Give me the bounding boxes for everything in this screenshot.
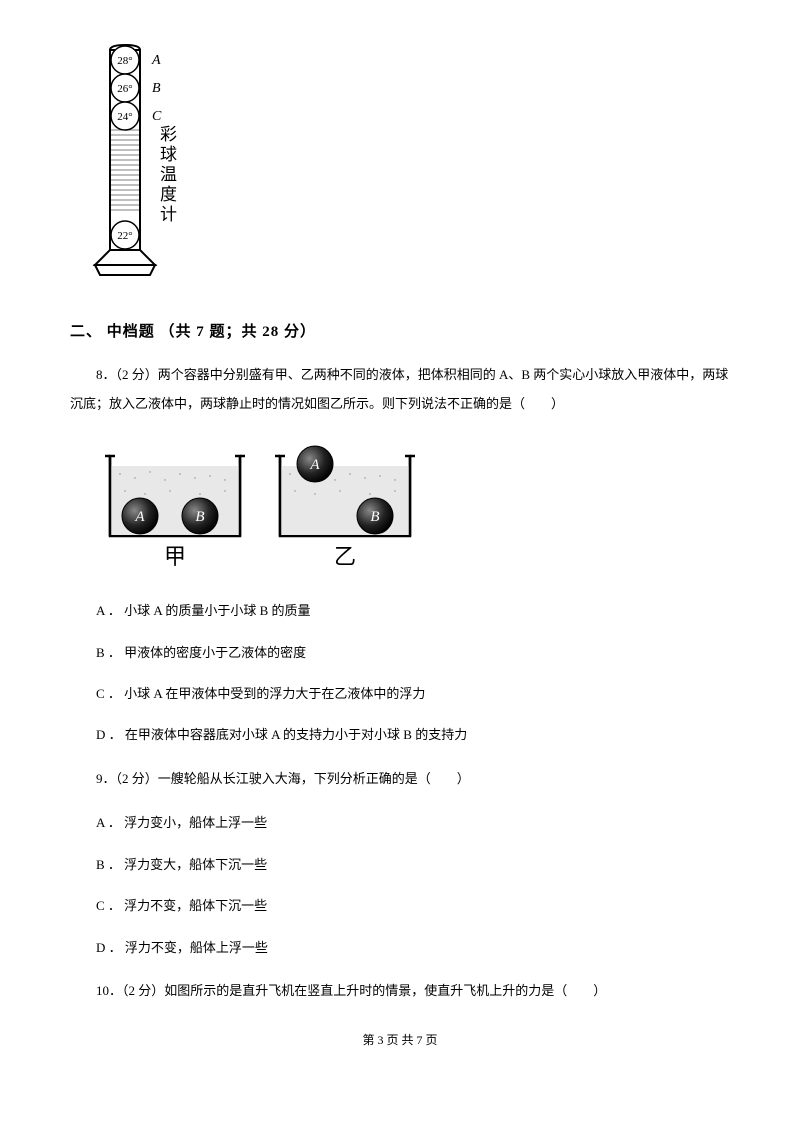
question-10-text: 10．（2 分）如图所示的是直升飞机在竖直上升时的情景，使直升飞机上升的力是（ … — [70, 977, 730, 1006]
svg-text:B: B — [195, 509, 204, 525]
section-header: 二、 中档题 （共 7 题；共 28 分） — [70, 320, 730, 341]
q9-option-c: C ． 浮力不变，船体下沉一些 — [70, 894, 730, 917]
question-8-figure: A B 甲 — [100, 436, 730, 581]
q9-option-b: B ． 浮力变大，船体下沉一些 — [70, 853, 730, 876]
q9-option-a: A ． 浮力变小，船体上浮一些 — [70, 811, 730, 834]
svg-text:乙: 乙 — [334, 544, 356, 569]
page-footer: 第 3 页 共 7 页 — [70, 1031, 730, 1048]
svg-text:26°: 26° — [117, 83, 132, 95]
svg-text:24°: 24° — [117, 111, 132, 123]
svg-text:计: 计 — [160, 205, 177, 224]
svg-text:B: B — [370, 509, 379, 525]
svg-text:甲: 甲 — [164, 544, 186, 569]
svg-text:A: A — [309, 457, 320, 473]
q8-option-c: C ． 小球 A 在甲液体中受到的浮力大于在乙液体中的浮力 — [70, 682, 730, 705]
thermometer-figure: 28° A 26° B 24° C 22° 彩 球 温 度 计 — [80, 40, 220, 290]
q8-option-b: B ． 甲液体的密度小于乙液体的密度 — [70, 641, 730, 664]
svg-text:28°: 28° — [117, 55, 132, 67]
question-9-text: 9．（2 分）一艘轮船从长江驶入大海，下列分析正确的是（ ） — [70, 765, 730, 794]
svg-text:B: B — [152, 81, 161, 96]
q8-option-d: D ． 在甲液体中容器底对小球 A 的支持力小于对小球 B 的支持力 — [70, 723, 730, 746]
svg-text:22°: 22° — [117, 230, 132, 242]
q9-option-d: D ． 浮力不变，船体上浮一些 — [70, 936, 730, 959]
svg-text:彩: 彩 — [160, 125, 177, 144]
q8-option-a: A ． 小球 A 的质量小于小球 B 的质量 — [70, 599, 730, 622]
svg-text:A: A — [151, 53, 161, 68]
svg-text:C: C — [152, 109, 162, 124]
svg-text:温: 温 — [160, 165, 177, 184]
question-8-text: 8．（2 分）两个容器中分别盛有甲、乙两种不同的液体，把体积相同的 A、B 两个… — [70, 361, 730, 418]
svg-text:球: 球 — [160, 145, 177, 164]
svg-text:度: 度 — [160, 185, 177, 204]
svg-text:A: A — [134, 509, 145, 525]
